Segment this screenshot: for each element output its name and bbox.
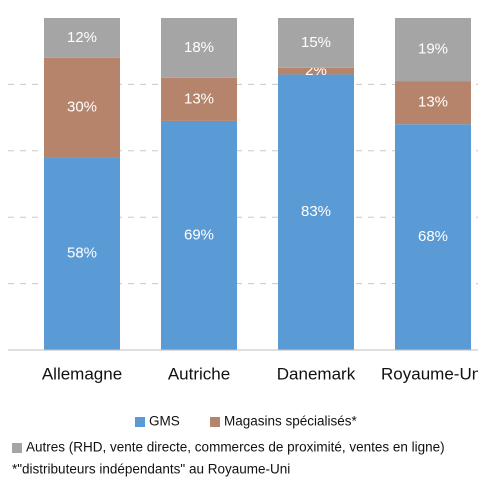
footnote: *"distributeurs indépendants" au Royaume… — [12, 462, 290, 477]
legend-label: Magasins spécialisés* — [224, 414, 358, 429]
bar-segment — [161, 120, 237, 350]
legend-label: Autres (RHD, vente directe, commerces de… — [26, 440, 445, 455]
legend-swatch — [210, 417, 220, 427]
x-tick-label: Danemark — [277, 364, 356, 383]
bar-segment — [44, 157, 120, 350]
value-label: 13% — [184, 90, 214, 107]
legend-label: GMS — [149, 414, 180, 429]
bar-segment — [161, 18, 237, 78]
bar-segment — [278, 18, 354, 68]
bar-segment — [44, 18, 120, 58]
bar-segment — [395, 124, 471, 351]
value-label: 19% — [418, 41, 448, 58]
legend-swatch — [135, 417, 145, 427]
bar-segment — [278, 74, 354, 350]
value-label: 30% — [67, 99, 97, 116]
x-tick-label: Allemagne — [42, 364, 122, 383]
value-label: 83% — [301, 203, 331, 220]
x-tick-label: Royaume-Uni — [381, 364, 478, 383]
value-label: 58% — [67, 245, 97, 262]
value-label: 18% — [184, 39, 214, 56]
bar-segment — [44, 57, 120, 158]
bar-segment — [395, 81, 471, 125]
bar-segment — [395, 18, 471, 82]
value-label: 69% — [184, 226, 214, 243]
x-tick-label: Autriche — [168, 364, 230, 383]
value-label: 12% — [67, 29, 97, 46]
bar-segment — [278, 67, 354, 75]
bar-segment — [161, 77, 237, 121]
legend-swatch — [12, 443, 22, 453]
value-label: 13% — [418, 94, 448, 111]
value-label: 15% — [301, 34, 331, 51]
value-label: 68% — [418, 228, 448, 245]
